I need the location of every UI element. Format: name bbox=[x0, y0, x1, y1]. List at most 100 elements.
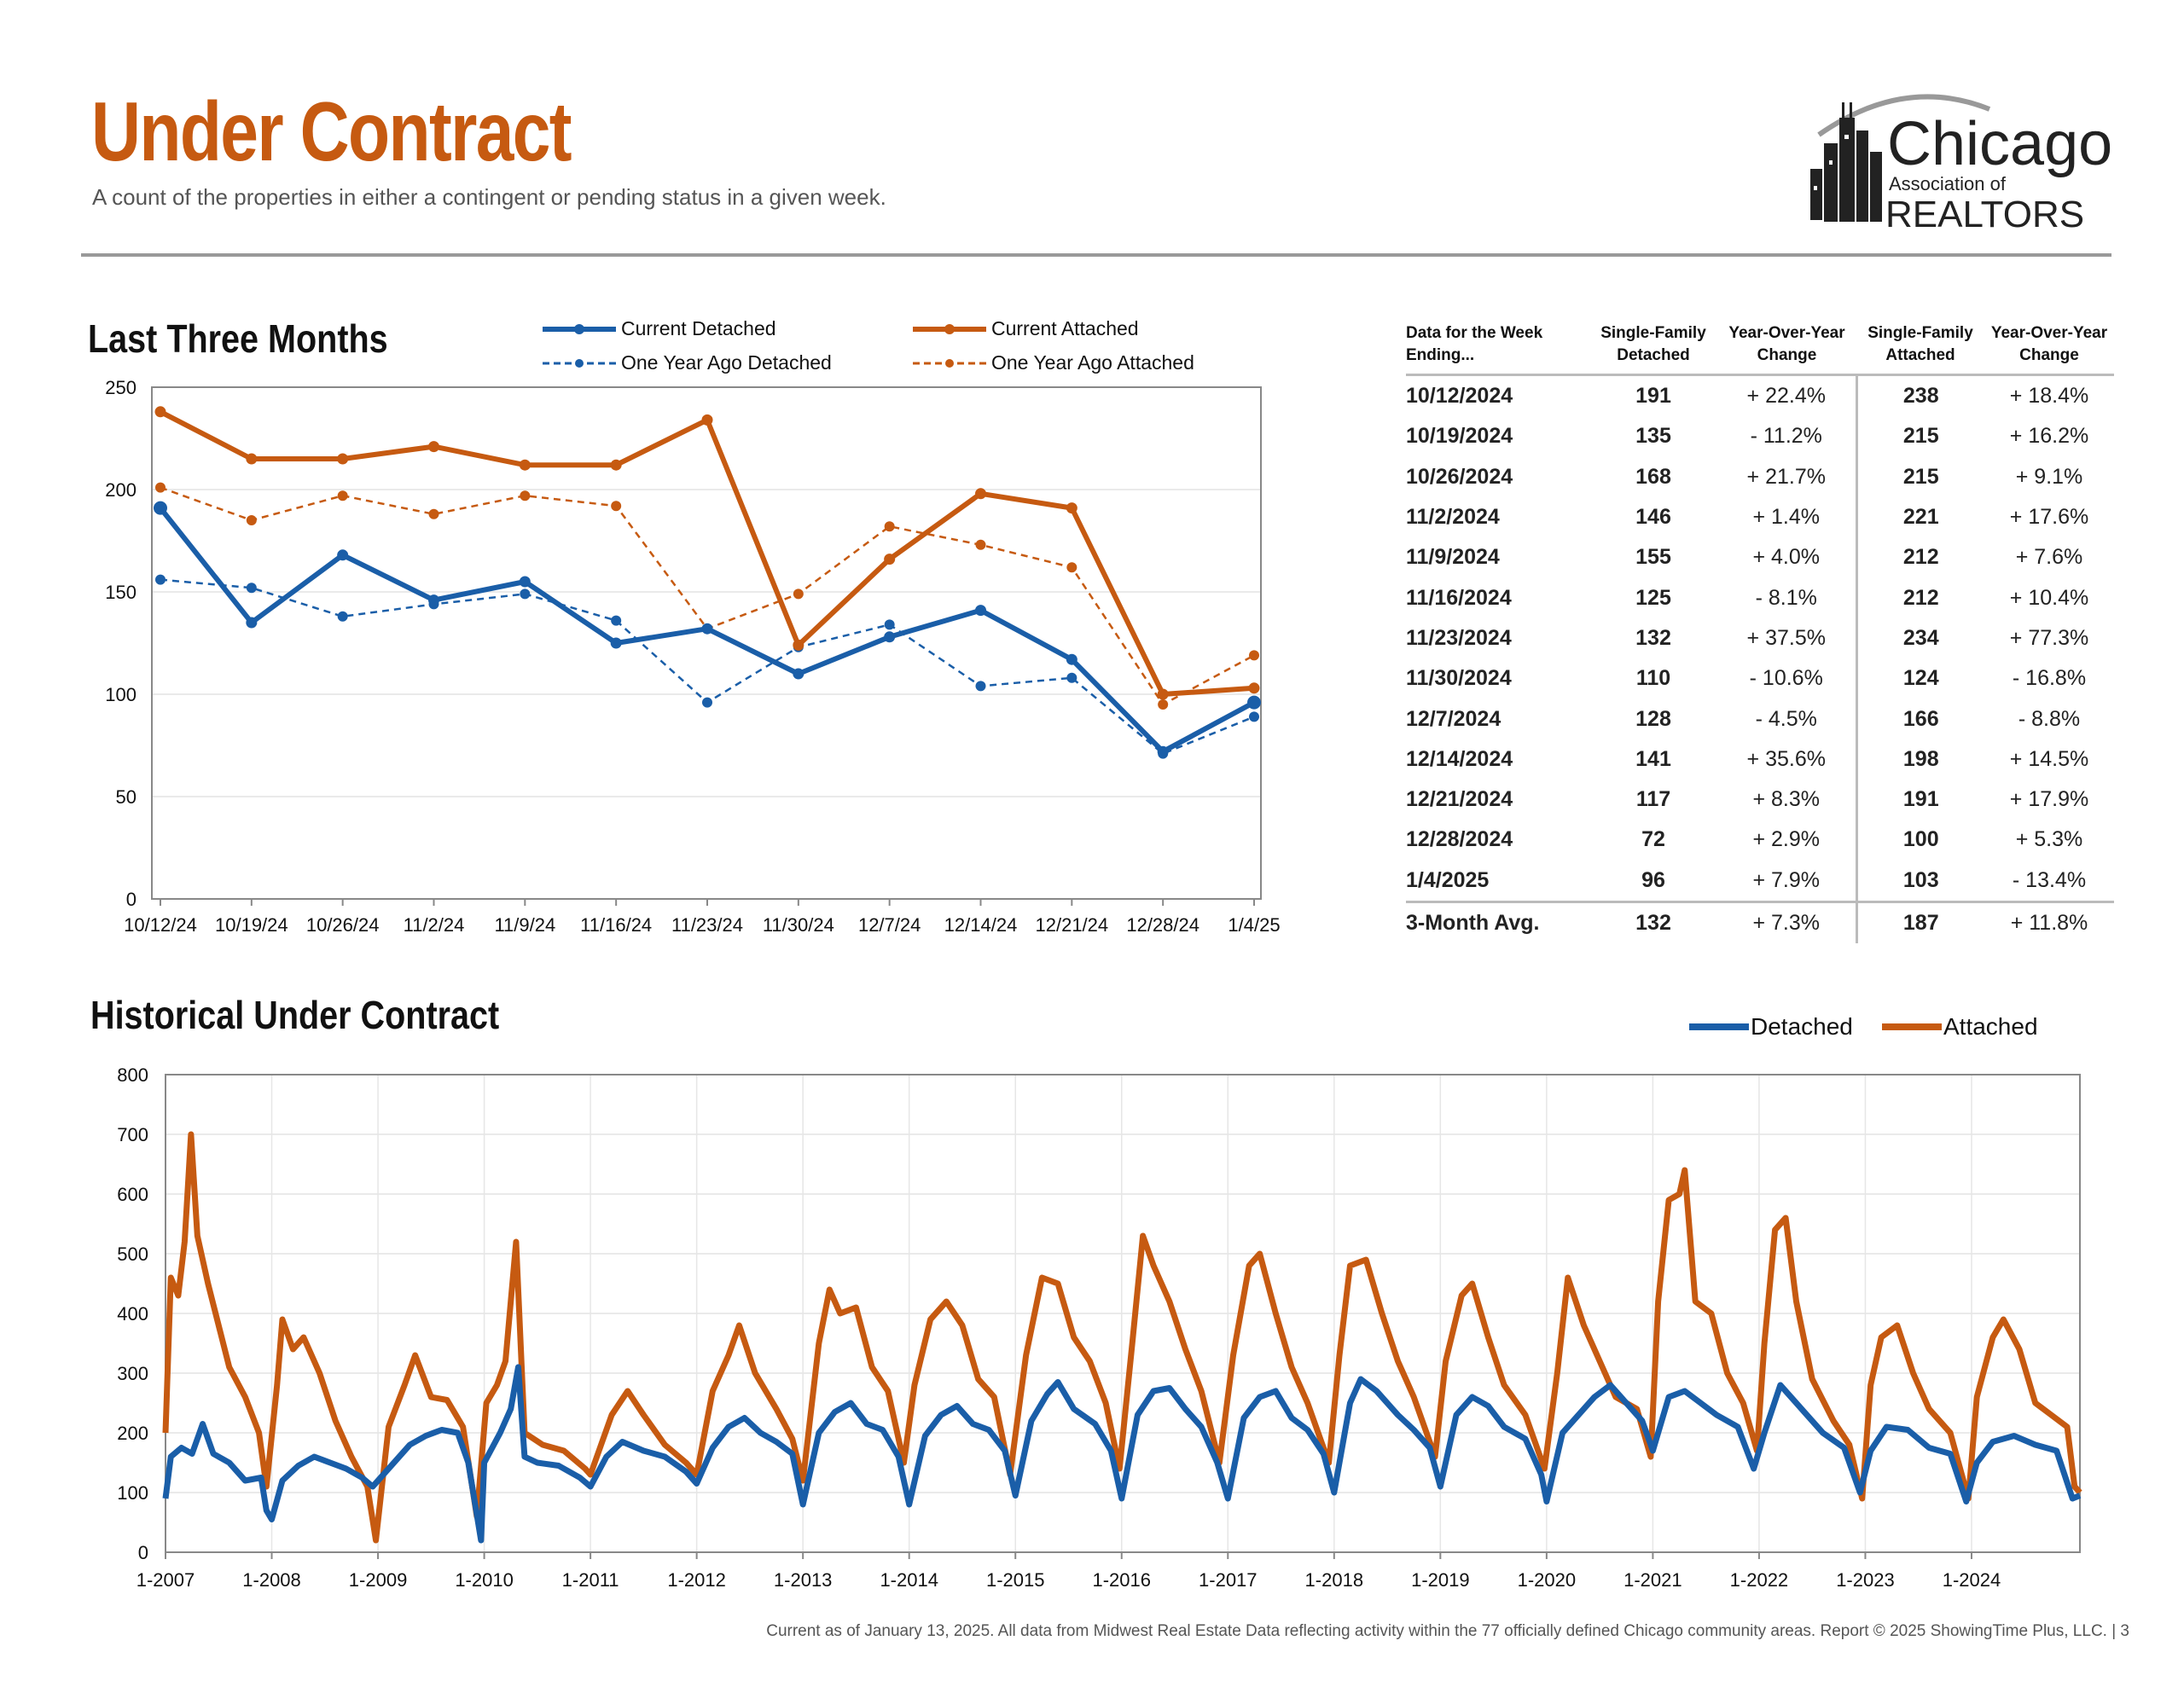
data-point bbox=[1247, 695, 1261, 710]
table-cell: + 8.3% bbox=[1717, 779, 1858, 820]
data-point bbox=[155, 574, 166, 585]
y-tick-label: 150 bbox=[105, 582, 136, 603]
table-cell: 198 bbox=[1902, 746, 1939, 771]
legend-current-detached: Current Detached bbox=[543, 317, 776, 340]
series-line bbox=[162, 1131, 2082, 1544]
table-cell-date: 11/9/2024 bbox=[1406, 545, 1500, 570]
table-cell: 72 bbox=[1641, 827, 1665, 852]
table-cell: + 7.9% bbox=[1717, 860, 1858, 902]
legend-label: Attached bbox=[1943, 1013, 2038, 1040]
legend-current-attached: Current Attached bbox=[913, 317, 1139, 340]
table-cell-date: 12/7/2024 bbox=[1406, 706, 1502, 731]
y-tick-label: 700 bbox=[117, 1124, 148, 1145]
data-point bbox=[337, 611, 348, 622]
table-cell: + 37.5% bbox=[1717, 617, 1858, 659]
table-cell: + 4.0% bbox=[1717, 537, 1858, 578]
table-cell: 124 bbox=[1902, 666, 1939, 691]
series-line bbox=[160, 486, 1255, 706]
data-point bbox=[246, 515, 257, 525]
weekly-data-table: Data for the Week Ending... Single-Famil… bbox=[1406, 322, 2114, 944]
table-cell: 212 bbox=[1902, 585, 1939, 610]
top-chart-title: Last Three Months bbox=[88, 316, 388, 361]
footnote: Current as of January 13, 2025. All data… bbox=[766, 1622, 2129, 1640]
table-cell: + 21.7% bbox=[1717, 456, 1858, 497]
table-cell-date: 12/28/2024 bbox=[1406, 827, 1513, 852]
table-cell-date: 3-Month Avg. bbox=[1406, 900, 1589, 944]
data-point bbox=[1157, 745, 1169, 757]
y-tick-label: 100 bbox=[105, 684, 136, 705]
data-point bbox=[611, 615, 622, 626]
table-cell: + 18.4% bbox=[2009, 384, 2089, 409]
table-cell: + 7.6% bbox=[2015, 545, 2083, 570]
data-point bbox=[975, 488, 986, 500]
table-cell-date: 11/23/2024 bbox=[1406, 625, 1512, 650]
table-cell: 146 bbox=[1635, 505, 1671, 530]
logo-line3: REALTORS bbox=[1885, 194, 2084, 235]
table-cell: 221 bbox=[1902, 505, 1939, 530]
header-divider bbox=[81, 253, 2111, 257]
y-tick-label: 600 bbox=[117, 1184, 148, 1205]
x-tick-label: 1-2016 bbox=[1092, 1569, 1151, 1586]
table-cell: - 4.5% bbox=[1717, 699, 1858, 739]
x-tick-label: 1/4/25 bbox=[1228, 914, 1280, 936]
data-point bbox=[1249, 711, 1259, 722]
table-cell: 191 bbox=[1635, 384, 1671, 409]
x-tick-label: 10/19/24 bbox=[215, 914, 288, 936]
table-cell: 215 bbox=[1902, 424, 1939, 449]
y-tick-label: 0 bbox=[126, 889, 136, 910]
legend-label: One Year Ago Attached bbox=[991, 351, 1194, 374]
data-point bbox=[520, 588, 531, 600]
table-cell: 132 bbox=[1635, 625, 1671, 650]
data-point bbox=[975, 539, 986, 550]
table-cell-date: 12/14/2024 bbox=[1406, 746, 1513, 771]
x-tick-label: 10/12/24 bbox=[124, 914, 197, 936]
legend-label: Current Attached bbox=[991, 317, 1139, 339]
y-tick-label: 100 bbox=[117, 1482, 148, 1504]
table-cell: 168 bbox=[1635, 464, 1671, 489]
table-header-row: Data for the Week Ending... Single-Famil… bbox=[1406, 322, 2114, 376]
legend-swatch bbox=[543, 323, 616, 334]
x-tick-label: 11/30/24 bbox=[763, 914, 834, 936]
table-row: 12/21/2024 117 + 8.3% 191 + 17.9% bbox=[1406, 779, 2114, 820]
data-point bbox=[246, 617, 258, 629]
x-tick-label: 1-2017 bbox=[1199, 1569, 1258, 1586]
x-tick-label: 10/26/24 bbox=[306, 914, 380, 936]
table-cell: + 17.6% bbox=[2009, 505, 2089, 530]
y-tick-label: 50 bbox=[116, 786, 136, 808]
data-point bbox=[520, 490, 531, 501]
historical-chart-title: Historical Under Contract bbox=[90, 993, 500, 1037]
table-cell: 141 bbox=[1635, 746, 1671, 771]
chicago-realtors-logo: Chicago Association of REALTORS bbox=[1810, 94, 2112, 235]
table-cell: 100 bbox=[1902, 827, 1939, 852]
table-cell: + 2.9% bbox=[1717, 820, 1858, 861]
table-cell: + 77.3% bbox=[2009, 625, 2089, 650]
table-cell: 238 bbox=[1902, 384, 1939, 409]
table-cell-date: 10/26/2024 bbox=[1406, 464, 1513, 489]
data-point bbox=[428, 441, 439, 453]
table-row: 11/9/2024 155 + 4.0% 212 + 7.6% bbox=[1406, 537, 2114, 578]
x-tick-label: 12/14/24 bbox=[944, 914, 1018, 936]
x-tick-label: 11/23/24 bbox=[671, 914, 743, 936]
x-tick-label: 1-2010 bbox=[455, 1569, 514, 1586]
plot-frame bbox=[151, 386, 1262, 900]
data-point bbox=[519, 576, 531, 588]
table-cell: + 17.9% bbox=[2009, 787, 2089, 812]
table-cell: - 8.1% bbox=[1717, 577, 1858, 618]
data-point bbox=[1066, 672, 1077, 683]
x-tick-label: 1-2021 bbox=[1623, 1569, 1682, 1586]
table-header: Year-Over-Year Change bbox=[1717, 322, 1856, 376]
data-point bbox=[884, 631, 896, 643]
table-cell: + 16.2% bbox=[2009, 424, 2089, 449]
legend-label: One Year Ago Detached bbox=[621, 351, 832, 374]
data-point bbox=[975, 605, 986, 617]
table-cell: - 13.4% bbox=[2012, 867, 2087, 892]
data-point bbox=[793, 668, 804, 680]
data-point bbox=[519, 459, 531, 471]
data-point bbox=[793, 639, 804, 651]
table-cell: 135 bbox=[1635, 424, 1671, 449]
x-tick-label: 1-2007 bbox=[136, 1569, 195, 1586]
table-row: 11/2/2024 146 + 1.4% 221 + 17.6% bbox=[1406, 496, 2114, 538]
data-point bbox=[884, 521, 895, 532]
table-cell: + 11.8% bbox=[1984, 900, 2114, 944]
y-tick-label: 250 bbox=[105, 377, 136, 398]
